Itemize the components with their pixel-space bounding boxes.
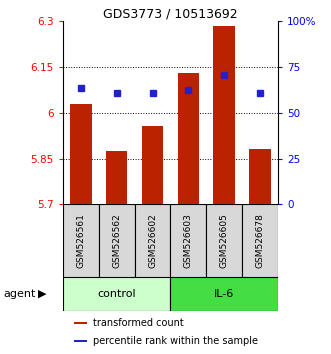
- Text: GSM526602: GSM526602: [148, 213, 157, 268]
- Bar: [135, 204, 170, 278]
- Bar: [170, 278, 278, 311]
- Title: GDS3773 / 10513692: GDS3773 / 10513692: [103, 7, 238, 20]
- Bar: [106, 151, 127, 204]
- Text: control: control: [97, 289, 136, 299]
- Text: GSM526562: GSM526562: [112, 213, 121, 268]
- Text: percentile rank within the sample: percentile rank within the sample: [93, 336, 258, 346]
- Bar: [170, 204, 206, 278]
- Text: ▶: ▶: [38, 289, 47, 299]
- Text: transformed count: transformed count: [93, 318, 184, 328]
- Text: agent: agent: [3, 289, 36, 299]
- Bar: [99, 204, 135, 278]
- Bar: [242, 204, 278, 278]
- Text: GSM526678: GSM526678: [256, 213, 264, 268]
- Bar: [206, 204, 242, 278]
- Text: IL-6: IL-6: [214, 289, 234, 299]
- Text: GSM526561: GSM526561: [76, 213, 85, 268]
- Text: GSM526603: GSM526603: [184, 213, 193, 268]
- Bar: [142, 126, 163, 204]
- Bar: [74, 321, 87, 324]
- Bar: [178, 73, 199, 204]
- Bar: [63, 204, 99, 278]
- Bar: [74, 340, 87, 342]
- Text: GSM526605: GSM526605: [220, 213, 229, 268]
- Bar: [249, 149, 271, 204]
- Bar: [63, 278, 170, 311]
- Bar: [213, 26, 235, 204]
- Bar: [70, 104, 92, 204]
